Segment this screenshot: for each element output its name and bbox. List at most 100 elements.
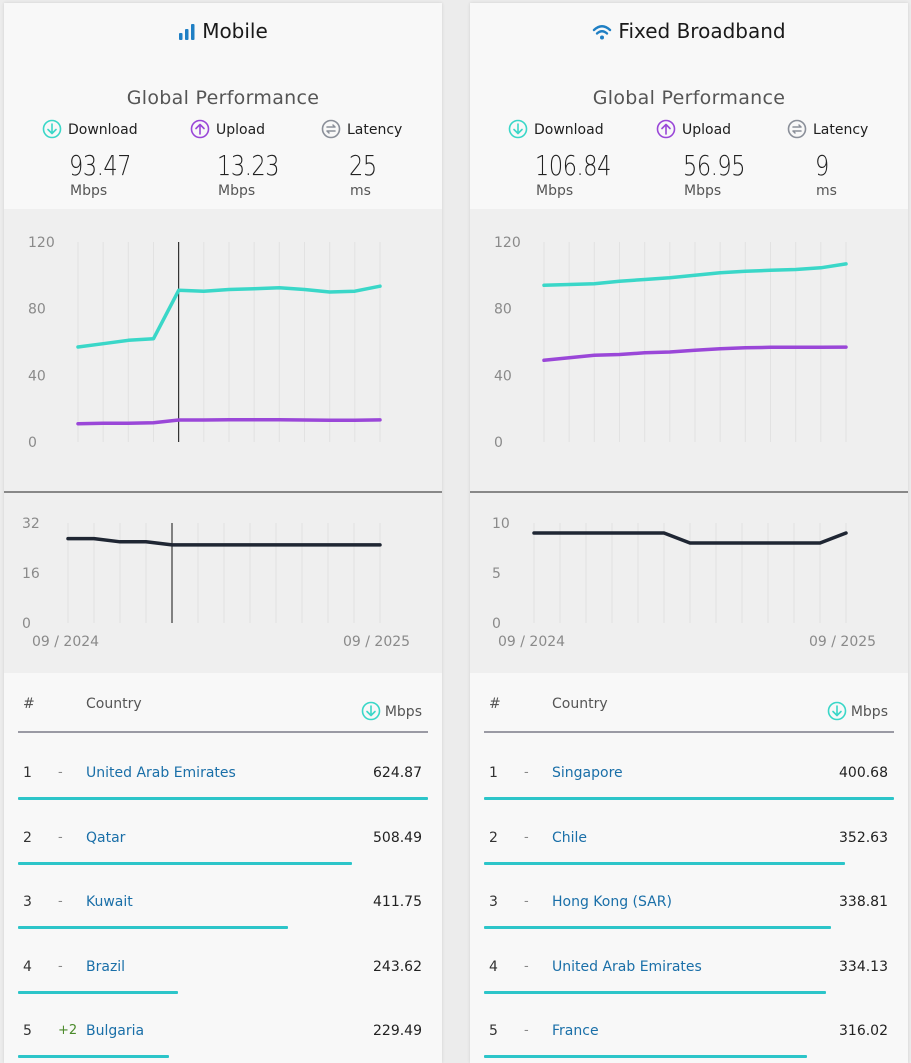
mobile-upload-unit: Mbps: [218, 183, 256, 199]
mobile-latency-latency-line[interactable]: [66, 536, 382, 547]
speed-cell: 229.49: [373, 1023, 422, 1039]
download-label-text: Download: [68, 122, 138, 138]
mobile-latency-y-tick-label: 32: [22, 516, 40, 532]
fixed-ranking-table: # Country Mbps 1 - Singapore 400.68 2 - Chile 3…: [470, 673, 908, 1063]
download-icon: [508, 119, 528, 139]
table-row[interactable]: 5 - France 316.02: [470, 1011, 908, 1063]
speed-column-header[interactable]: Mbps: [827, 701, 888, 721]
mobile-ranking-table: # Country Mbps 1 - United Arab Emirates 624…: [4, 673, 442, 1063]
rank-change-cell: -: [58, 894, 63, 909]
upload-label: Upload: [190, 119, 265, 139]
latency-label-text: Latency: [347, 122, 403, 138]
fixed-speed-download-line[interactable]: [542, 262, 848, 288]
fixed-charts-svg[interactable]: 0 40 80 120 0 5 10 09 / 2024 09 / 2025: [470, 209, 908, 673]
speed-bar: [18, 797, 428, 800]
table-row[interactable]: 3 - Hong Kong (SAR) 338.81: [470, 882, 908, 946]
table-row[interactable]: 2 - Qatar 508.49: [4, 818, 442, 882]
speed-cell: 411.75: [373, 894, 422, 910]
mobile-download-metric: Download 93.47 Mbps: [42, 119, 162, 203]
mobile-speed-download-line[interactable]: [76, 284, 382, 349]
mobile-latency-x-end-label: 09 / 2025: [343, 634, 410, 650]
fixed-header: Fixed Broadband Global Performance Downl…: [470, 3, 908, 209]
table-row[interactable]: 2 - Chile 352.63: [470, 818, 908, 882]
table-row[interactable]: 3 - Kuwait 411.75: [4, 882, 442, 946]
fixed-speed-y-tick-label: 40: [494, 368, 512, 384]
fixed-download-metric: Download 106.84 Mbps: [508, 119, 628, 203]
speed-bar: [484, 861, 845, 865]
speed-column-header[interactable]: Mbps: [361, 701, 422, 721]
table-row[interactable]: 4 - United Arab Emirates 334.13: [470, 947, 908, 1011]
mobile-charts-svg[interactable]: 0 40 80 120 0 16 32 09 / 2024 09 / 2025: [4, 209, 442, 673]
upload-label-text: Upload: [682, 122, 732, 138]
rank-change-cell: +2: [58, 1023, 78, 1038]
download-icon: [361, 701, 381, 721]
country-link[interactable]: Kuwait: [86, 894, 133, 910]
rank-change-cell: -: [524, 765, 529, 780]
fixed-speed-upload-line[interactable]: [542, 345, 848, 363]
download-label-text: Download: [534, 122, 604, 138]
speed-cell: 334.13: [839, 958, 888, 975]
fixed-latency-metric: Latency 9 ms: [787, 119, 907, 203]
mobile-title-text: Mobile: [202, 19, 268, 43]
speed-cell: 400.68: [839, 765, 888, 781]
fixed-download-unit: Mbps: [536, 183, 574, 199]
country-column-header: Country: [552, 696, 608, 712]
fixed-chart-area[interactable]: 0 40 80 120 0 5 10 09 / 2024 09 / 2025: [470, 209, 908, 673]
country-link[interactable]: France: [552, 1023, 599, 1039]
rank-change-cell: -: [524, 1023, 529, 1038]
fixed-latency-latency-line[interactable]: [532, 531, 848, 545]
table-row[interactable]: 1 - Singapore 400.68: [470, 753, 908, 817]
upload-icon: [190, 119, 210, 139]
mobile-download-value: 93.47: [69, 149, 132, 182]
country-link[interactable]: United Arab Emirates: [552, 958, 702, 975]
fixed-broadband-panel: Fixed Broadband Global Performance Downl…: [470, 3, 908, 1063]
upload-icon: [656, 119, 676, 139]
rank-change-cell: -: [58, 829, 63, 845]
country-link[interactable]: Hong Kong (SAR): [552, 894, 672, 910]
latency-icon: [787, 119, 807, 139]
signal-bars-icon: [179, 24, 195, 40]
download-label: Download: [508, 119, 604, 139]
mobile-subtitle: Global Performance: [126, 87, 320, 109]
mobile-panel: Mobile Global Performance Download 93.47…: [4, 3, 442, 1063]
mobile-chart-area[interactable]: 0 40 80 120 0 16 32 09 / 2024 09 / 2025: [4, 209, 442, 673]
mobile-speed-y-tick-label: 80: [28, 302, 46, 318]
rank-cell: 2: [489, 829, 498, 846]
download-icon: [42, 119, 62, 139]
fixed-latency-y-tick-label: 5: [492, 566, 501, 582]
rank-cell: 4: [23, 958, 32, 975]
table-row[interactable]: 5 +2 Bulgaria 229.49: [4, 1011, 442, 1063]
fixed-speed-y-tick-label: 120: [494, 235, 521, 251]
table-row[interactable]: 1 - United Arab Emirates 624.87: [4, 753, 442, 817]
fixed-latency-x-end-label: 09 / 2025: [809, 634, 876, 650]
country-link[interactable]: Chile: [552, 829, 588, 846]
mobile-latency-unit: ms: [350, 183, 371, 199]
speed-column-header-text: Mbps: [384, 704, 422, 720]
mobile-speed-upload-line[interactable]: [76, 417, 382, 426]
upload-label-text: Upload: [216, 122, 266, 138]
country-link[interactable]: Bulgaria: [86, 1023, 145, 1039]
rank-cell: 3: [23, 894, 32, 910]
speed-bar: [484, 990, 826, 994]
speed-bar: [18, 861, 352, 865]
download-icon: [827, 701, 847, 721]
download-label: Download: [42, 119, 138, 139]
mobile-latency-metric: Latency 25 ms: [321, 119, 441, 203]
speed-column-header-text: Mbps: [850, 704, 888, 720]
table-row[interactable]: 4 - Brazil 243.62: [4, 947, 442, 1011]
country-link[interactable]: United Arab Emirates: [86, 765, 236, 781]
mobile-speed-y-tick-label: 120: [28, 235, 55, 251]
fixed-download-value: 106.84: [535, 149, 611, 182]
fixed-title-text: Fixed Broadband: [618, 19, 786, 43]
country-link[interactable]: Qatar: [86, 829, 126, 846]
country-link[interactable]: Brazil: [86, 958, 126, 975]
fixed-upload-unit: Mbps: [684, 183, 722, 199]
fixed-speed-y-tick-label: 0: [494, 435, 503, 451]
table-header-divider: [18, 731, 428, 733]
rank-column-header: #: [489, 696, 501, 712]
rank-change-cell: -: [524, 958, 529, 974]
fixed-speed-y-tick-label: 80: [494, 302, 512, 318]
rank-change-cell: -: [524, 894, 529, 909]
country-link[interactable]: Singapore: [552, 765, 623, 781]
mobile-latency-value: 25: [349, 149, 377, 182]
